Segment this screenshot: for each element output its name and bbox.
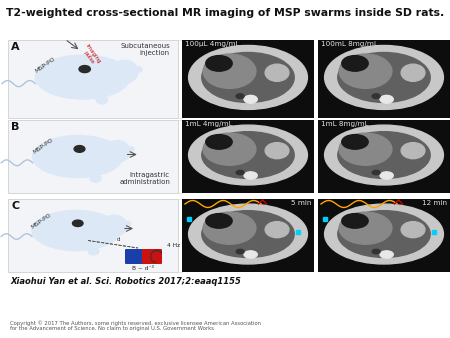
Ellipse shape: [203, 212, 256, 244]
Ellipse shape: [324, 45, 443, 110]
Ellipse shape: [74, 146, 85, 152]
Ellipse shape: [338, 52, 430, 102]
Ellipse shape: [236, 94, 244, 98]
Ellipse shape: [338, 211, 430, 258]
Bar: [318, 120, 450, 193]
Text: MSP-PO: MSP-PO: [34, 56, 56, 74]
Ellipse shape: [202, 52, 294, 102]
Ellipse shape: [189, 45, 307, 110]
Text: Intragastric
administration: Intragastric administration: [119, 172, 170, 185]
Ellipse shape: [372, 94, 380, 98]
Ellipse shape: [32, 211, 120, 250]
Bar: [316, 199, 318, 272]
Bar: [8, 199, 178, 272]
Ellipse shape: [96, 96, 108, 104]
Text: B ~ d⁻³: B ~ d⁻³: [132, 266, 154, 271]
Text: B: B: [11, 122, 19, 132]
Ellipse shape: [111, 60, 138, 83]
Ellipse shape: [372, 249, 380, 254]
Ellipse shape: [90, 166, 101, 174]
Bar: [182, 40, 314, 118]
Text: T2-weighted cross-sectional MR imaging of MSP swarms inside SD rats.: T2-weighted cross-sectional MR imaging o…: [6, 8, 444, 18]
Ellipse shape: [135, 67, 142, 72]
Ellipse shape: [96, 87, 108, 95]
Ellipse shape: [189, 125, 307, 185]
Text: 12 min: 12 min: [422, 200, 447, 206]
Ellipse shape: [244, 95, 257, 103]
Text: 100mL 8mg/mL: 100mL 8mg/mL: [321, 41, 378, 47]
Ellipse shape: [206, 135, 232, 149]
Ellipse shape: [105, 141, 130, 162]
Ellipse shape: [236, 170, 244, 175]
Ellipse shape: [372, 170, 380, 175]
Ellipse shape: [128, 147, 134, 152]
Ellipse shape: [236, 249, 244, 254]
Text: Xiaohui Yan et al. Sci. Robotics 2017;2:eaaq1155: Xiaohui Yan et al. Sci. Robotics 2017;2:…: [10, 277, 241, 286]
Bar: [318, 40, 450, 118]
Text: Copyright © 2017 The Authors, some rights reserved, exclusive licensee American : Copyright © 2017 The Authors, some right…: [10, 320, 261, 332]
Ellipse shape: [244, 251, 257, 258]
Ellipse shape: [189, 204, 307, 264]
Ellipse shape: [380, 251, 393, 258]
Ellipse shape: [206, 214, 232, 228]
Ellipse shape: [324, 125, 443, 185]
Ellipse shape: [380, 95, 393, 103]
Bar: [182, 120, 314, 193]
Text: 1mL 8mg/mL: 1mL 8mg/mL: [321, 121, 369, 127]
Text: MSP-PO: MSP-PO: [30, 212, 52, 230]
Bar: [318, 199, 450, 272]
Ellipse shape: [339, 54, 392, 88]
FancyBboxPatch shape: [125, 249, 145, 264]
Ellipse shape: [265, 143, 289, 159]
Ellipse shape: [202, 211, 294, 258]
Text: MSP-PO: MSP-PO: [32, 137, 54, 154]
Ellipse shape: [338, 132, 430, 178]
Text: A: A: [11, 42, 20, 52]
Ellipse shape: [339, 133, 392, 165]
Ellipse shape: [103, 215, 127, 236]
Text: C: C: [11, 201, 19, 211]
Ellipse shape: [79, 66, 90, 73]
Ellipse shape: [342, 135, 368, 149]
Ellipse shape: [401, 64, 425, 81]
Ellipse shape: [125, 221, 131, 226]
Text: Subcutaneous
injection: Subcutaneous injection: [120, 43, 170, 56]
Text: 100μL 4mg/mL: 100μL 4mg/mL: [185, 41, 239, 47]
Ellipse shape: [401, 143, 425, 159]
Ellipse shape: [206, 55, 232, 71]
Ellipse shape: [202, 132, 294, 178]
Ellipse shape: [244, 172, 257, 179]
Bar: [316, 40, 318, 118]
Ellipse shape: [342, 55, 368, 71]
Ellipse shape: [203, 133, 256, 165]
Ellipse shape: [339, 212, 392, 244]
Ellipse shape: [324, 204, 443, 264]
Ellipse shape: [342, 214, 368, 228]
Ellipse shape: [203, 54, 256, 88]
Bar: [8, 120, 178, 193]
Ellipse shape: [265, 64, 289, 81]
FancyBboxPatch shape: [142, 249, 162, 264]
Ellipse shape: [90, 174, 101, 182]
Ellipse shape: [88, 240, 99, 247]
Bar: [316, 120, 318, 193]
Ellipse shape: [33, 136, 123, 177]
Bar: [8, 40, 178, 118]
Text: 1mL 4mg/mL: 1mL 4mg/mL: [185, 121, 233, 127]
Ellipse shape: [35, 55, 130, 99]
Text: 4 Hz: 4 Hz: [167, 243, 180, 248]
Ellipse shape: [265, 222, 289, 238]
Ellipse shape: [380, 172, 393, 179]
Text: 5 min: 5 min: [291, 200, 311, 206]
Text: d: d: [117, 237, 121, 242]
Ellipse shape: [88, 248, 99, 255]
Text: imaging
pulse: imaging pulse: [80, 43, 102, 68]
Bar: [182, 199, 314, 272]
Ellipse shape: [72, 220, 83, 226]
Ellipse shape: [401, 222, 425, 238]
